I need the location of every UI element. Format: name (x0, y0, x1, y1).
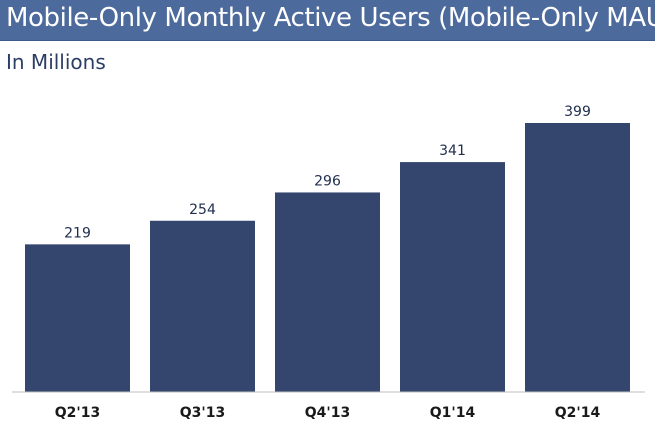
chart-title: Mobile-Only Monthly Active Users (Mobile… (6, 3, 655, 33)
category-label-2: Q4'13 (305, 405, 350, 421)
bar-1 (150, 220, 255, 392)
value-label-0: 219 (64, 225, 91, 241)
category-label-4: Q2'14 (555, 405, 601, 421)
value-label-1: 254 (189, 202, 216, 218)
chart-subtitle: In Millions (6, 50, 106, 74)
value-label-2: 296 (314, 173, 341, 189)
category-label-0: Q2'13 (55, 405, 100, 421)
title-bar: Mobile-Only Monthly Active Users (Mobile… (0, 0, 655, 41)
value-label-3: 341 (439, 143, 466, 159)
bar-4 (525, 123, 630, 392)
value-labels-group: 219 254 296 341 399 (64, 104, 591, 241)
bars-group (25, 123, 630, 392)
category-label-3: Q1'14 (430, 405, 476, 421)
bar-2 (275, 192, 380, 392)
category-labels-group: Q2'13 Q3'13 Q4'13 Q1'14 Q2'14 (55, 405, 601, 421)
bar-3 (400, 162, 505, 392)
value-label-4: 399 (564, 104, 591, 120)
bar-0 (25, 244, 130, 392)
category-label-1: Q3'13 (180, 405, 225, 421)
